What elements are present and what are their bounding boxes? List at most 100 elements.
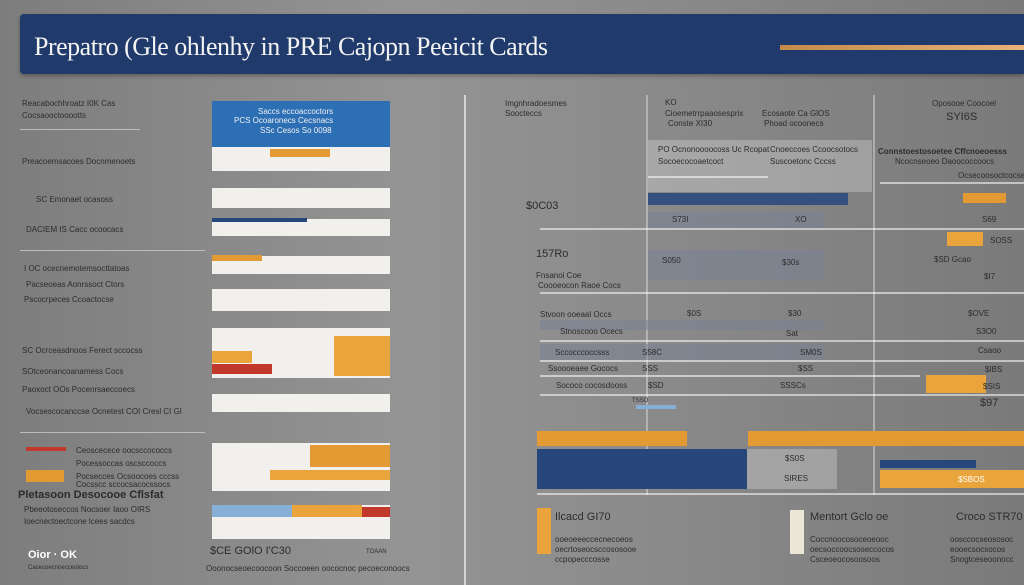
data-bar (537, 449, 747, 489)
logo-sub: Cacecoecnoecceotocs (28, 565, 89, 571)
summary-card-line: SSc Cesos So 0098 (260, 126, 332, 135)
bar-fill (212, 351, 252, 363)
cell-value: $SD Gcao (934, 255, 971, 264)
left-label: Pacseoeas Aonrssoct Ctors (26, 280, 125, 289)
cell-value: TSSO (632, 398, 649, 404)
col-divider (873, 95, 875, 495)
footer-card-line: oecsoccoocsoseccocos (810, 545, 895, 554)
row-label: $0C03 (526, 200, 559, 212)
row-line (880, 182, 1024, 184)
col-sub: Soocteccs (505, 109, 542, 118)
bar-fill (212, 505, 292, 517)
data-bar (537, 431, 687, 446)
footer-card-line: eooecsocsocos (950, 545, 1006, 554)
footer-card-line: Coccnoocosoceoeooc (810, 535, 889, 544)
cell-value: $SS (798, 364, 814, 373)
left-label: SC Emonaet ocasoss (36, 195, 113, 204)
header-banner: Prepatro (Gle ohlenhy in PRE Cajopn Peei… (20, 14, 1024, 74)
value-label: $CE GOlO I'C30 (210, 545, 291, 557)
legend-label: Cocsscc sccocsacocssocs (76, 480, 171, 489)
legend-label: Pocessoccas oscsccoccs (76, 459, 167, 468)
data-bar (926, 375, 986, 393)
section-sub: Ioecnectoectcone lcees sacdcs (24, 517, 135, 526)
mid-sub: Ncocnseoeo Daoococcoocs (895, 157, 995, 166)
data-bar (880, 470, 1024, 488)
cell-value: Sat (786, 329, 799, 338)
data-bar (947, 232, 983, 246)
footer-text: Ooonocseoecoocoon Soccoeen oococnoc peco… (206, 564, 410, 573)
bar-fill (292, 505, 362, 517)
summary-card (212, 101, 390, 147)
col-divider (646, 95, 648, 495)
footer-card-line: oecrtoseocsccososooe (555, 545, 637, 554)
cell-value: SSSCs (780, 381, 806, 390)
row-line (540, 394, 1024, 396)
data-bar (636, 405, 676, 409)
bar-fill (270, 149, 330, 157)
row-label: 157Ro (536, 248, 569, 260)
column-block (648, 140, 872, 192)
cell-value: SIRES (784, 474, 809, 483)
bar-row (212, 289, 390, 311)
mid-head: PO Ocnonoooocoss Uc Rcopat (658, 145, 770, 154)
card-accent (537, 508, 551, 554)
bar-fill (212, 218, 307, 222)
cell-value: $30s (782, 258, 800, 267)
footer-card-line: Snogtceseoonocc (950, 555, 1014, 564)
row-stripe (540, 320, 824, 330)
bar-fill (310, 445, 390, 467)
panel-divider (464, 95, 466, 585)
cell-value: $97 (980, 397, 999, 409)
footer-card-title: Croco STR70 (956, 511, 1023, 523)
footer-card-line: oosccocseososoc (950, 535, 1014, 544)
card-accent (790, 510, 804, 554)
cell-value: $I7 (984, 272, 996, 281)
data-bar (963, 193, 1006, 203)
left-label: Preacoemsacoes Docnmenoets (22, 157, 136, 166)
mid-sub: Suscoetonc Cccss (770, 157, 836, 166)
row-line (540, 228, 1024, 230)
left-label: Pscocrpeces Ccoactocse (24, 295, 114, 304)
col-value: SYI6S (946, 111, 978, 123)
col-head: Ecosaote Ca GlOS (762, 109, 830, 118)
left-label: DACIEM IS Cacc ocoocacs (26, 225, 124, 234)
cell-value: $0S (687, 309, 702, 318)
row-label: Sococo cocosdooss (556, 381, 628, 390)
logo: Oior · OK (28, 549, 77, 561)
row-line (540, 375, 920, 377)
cell-value: XO (795, 215, 807, 224)
row-line (540, 292, 1024, 294)
bar-fill (212, 255, 262, 261)
cell-value: $SBOS (958, 475, 985, 484)
cell-value: $S0S (785, 454, 805, 463)
col-head: Oposooe Coocoel (932, 99, 997, 108)
legend-label: Pocsecces Ocsoocoes cccss (76, 472, 180, 481)
cell-value: $IBS (985, 365, 1003, 374)
col-head: Cioemetrrpaaosesprix (665, 109, 744, 118)
data-bar (748, 431, 1024, 446)
legend-swatch (26, 470, 64, 482)
left-label: SC Ocrceasdnoos Ferect sccocss (22, 346, 143, 355)
left-label: SOtceonancoanamess Cocs (22, 367, 124, 376)
bar-fill (270, 470, 390, 480)
mid-head: Connstoestosoetee Cffcnoeoesss (878, 147, 1007, 156)
data-bar (747, 449, 837, 489)
bar-fill (212, 364, 272, 374)
divider (20, 432, 205, 433)
row-line (540, 340, 1024, 342)
left-label: Reacabochhroatz I0K Cas (22, 99, 116, 108)
divider (20, 129, 140, 130)
row-line (540, 360, 1024, 362)
left-label: I OC ocecnemotemsocttatoas (24, 264, 130, 273)
row-label: Coooeocon Raoe Cocs (538, 281, 621, 290)
mid-sub: Ocsecoosoctcocsess (958, 171, 1024, 180)
data-bar (880, 460, 976, 468)
cell-value: Csaoo (978, 346, 1002, 355)
footer-card-line: Csceoeocosoosoos (810, 555, 880, 564)
bar-fill (362, 507, 390, 517)
row-label: Sccocccoccsss (555, 348, 610, 357)
row-label: Fnsanoi Coe (536, 271, 582, 280)
col-top: KO (665, 98, 677, 107)
mid-head: Cnoeccoes Ccoocsotocs (770, 145, 859, 154)
row-label: Ssoooeaee Gococs (548, 364, 618, 373)
